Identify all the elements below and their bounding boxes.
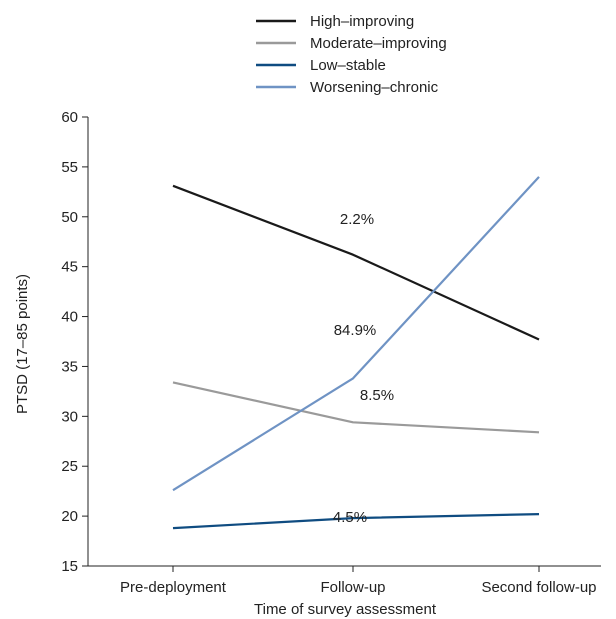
y-tick-label: 60 [61, 109, 78, 126]
x-tick-label: Follow-up [320, 579, 385, 596]
y-tick-label: 45 [61, 259, 78, 276]
data-label: 8.5% [360, 387, 394, 404]
legend-label: Worsening–chronic [310, 79, 439, 96]
y-axis-title: PTSD (17–85 points) [14, 274, 31, 414]
data-label: 4.5% [333, 509, 367, 526]
legend-label: High–improving [310, 13, 414, 30]
x-tick-label: Pre-deployment [120, 579, 227, 596]
data-label: 2.2% [340, 211, 374, 228]
series-line [172, 184, 540, 341]
y-tick-label: 25 [61, 458, 78, 475]
x-ticks: Pre-deployment Follow-up Second follow-up [120, 566, 597, 596]
series-line [172, 381, 540, 434]
y-tick-label: 35 [61, 358, 78, 375]
y-ticks: 15 20 25 30 35 40 45 50 55 60 [61, 109, 88, 575]
series-lines [172, 176, 540, 530]
y-tick-label: 55 [61, 159, 78, 176]
legend-label: Moderate–improving [310, 35, 447, 52]
legend-label: Low–stable [310, 57, 386, 74]
y-tick-label: 20 [61, 508, 78, 525]
y-tick-label: 50 [61, 209, 78, 226]
x-tick-label: Second follow-up [481, 579, 596, 596]
x-axis-title: Time of survey assessment [254, 601, 437, 618]
y-tick-label: 30 [61, 408, 78, 425]
y-tick-label: 40 [61, 309, 78, 326]
axes [87, 117, 601, 567]
legend: High–improving Moderate–improving Low–stab… [256, 13, 447, 96]
data-label: 84.9% [334, 322, 377, 339]
data-labels: 2.2% 8.5% 84.9% 4.5% [333, 211, 394, 526]
y-tick-label: 15 [61, 558, 78, 575]
